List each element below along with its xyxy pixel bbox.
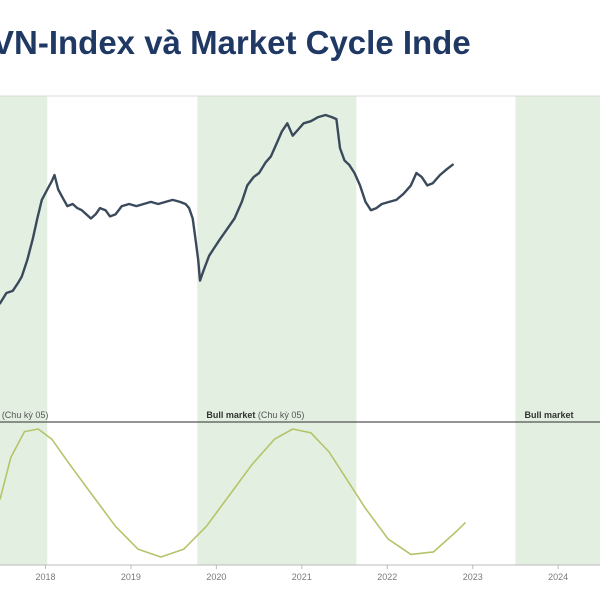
x-tick-label-2020: 2020 [206, 572, 226, 582]
regime-labels: (Chu kỳ 05) Bull market (Chu kỳ 05) Bull m… [2, 410, 574, 420]
x-tick-label-2019: 2019 [121, 572, 141, 582]
regime-label-1: Bull market (Chu kỳ 05) [206, 410, 304, 420]
bull-market-bands [0, 96, 600, 565]
bull-band-2 [515, 96, 600, 565]
chart-title: VN-Index và Market Cycle Inde [0, 24, 471, 61]
x-tick-label-2021: 2021 [292, 572, 312, 582]
x-tick-label-2022: 2022 [377, 572, 397, 582]
x-axis-ticks: 2018 2019 2020 2021 2022 2023 2024 [35, 565, 568, 582]
x-tick-label-2018: 2018 [35, 572, 55, 582]
market-cycle-line [0, 428, 467, 558]
regime-label-0: (Chu kỳ 05) [2, 410, 49, 420]
bull-band-1 [197, 96, 357, 565]
vn-index-line [0, 113, 454, 305]
x-tick-label-2023: 2023 [463, 572, 483, 582]
x-tick-label-2024: 2024 [548, 572, 568, 582]
bull-band-0 [0, 96, 48, 565]
regime-label-2: Bull market [525, 410, 574, 420]
